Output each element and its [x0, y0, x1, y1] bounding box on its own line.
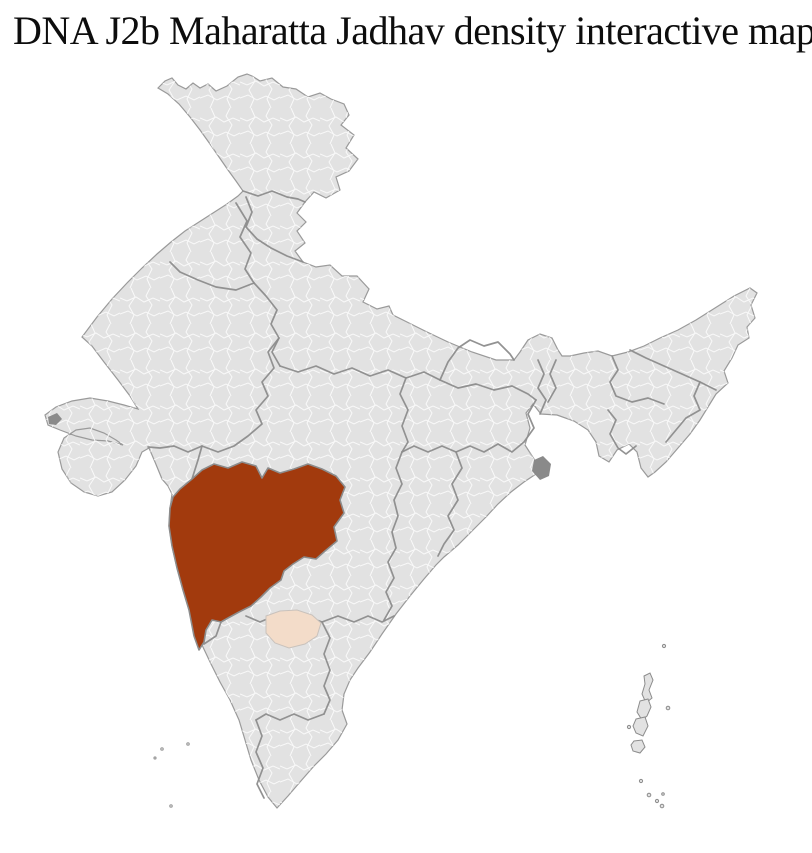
map-title: DNA J2b Maharatta Jadhav density interac…	[13, 8, 812, 53]
andaman-nicobar-islands[interactable]	[626, 643, 671, 809]
sir-creek-patch	[48, 413, 62, 425]
density-region[interactable]	[167, 461, 346, 651]
shaded-patches	[48, 413, 551, 480]
density-lowest-area[interactable]	[265, 609, 322, 649]
state-borders	[147, 190, 717, 799]
lakshadweep-islands	[153, 742, 190, 808]
sundarbans-delta	[532, 456, 551, 480]
